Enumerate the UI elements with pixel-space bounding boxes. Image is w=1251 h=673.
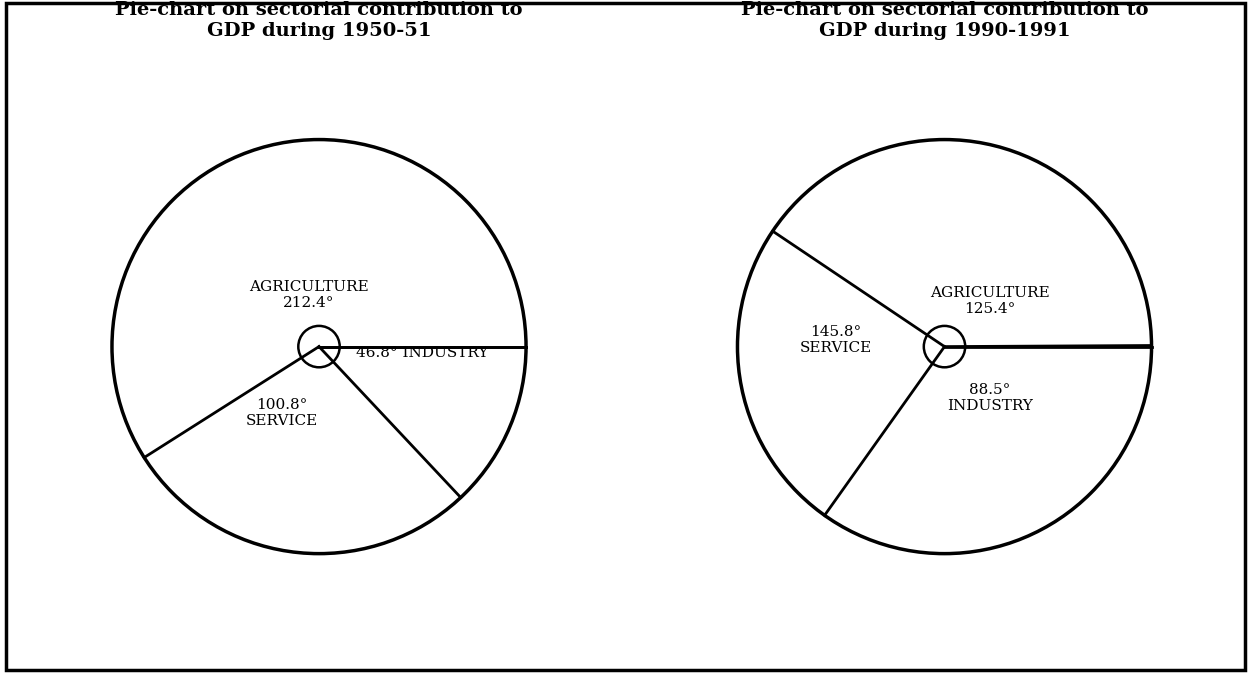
Text: 100.8°
SERVICE: 100.8° SERVICE [245,398,318,428]
Text: 88.5°
INDUSTRY: 88.5° INDUSTRY [947,383,1033,413]
Title: Pie-chart on sectorial contribution to
GDP during 1950-51: Pie-chart on sectorial contribution to G… [115,1,523,40]
Text: AGRICULTURE
125.4°: AGRICULTURE 125.4° [931,286,1050,316]
Text: AGRICULTURE
212.4°: AGRICULTURE 212.4° [249,280,369,310]
Title: Pie-chart on sectorial contribution to
GDP during 1990-1991: Pie-chart on sectorial contribution to G… [741,1,1148,40]
Text: 145.8°
SERVICE: 145.8° SERVICE [799,325,872,355]
Text: 46.8° INDUSTRY: 46.8° INDUSTRY [357,346,489,360]
